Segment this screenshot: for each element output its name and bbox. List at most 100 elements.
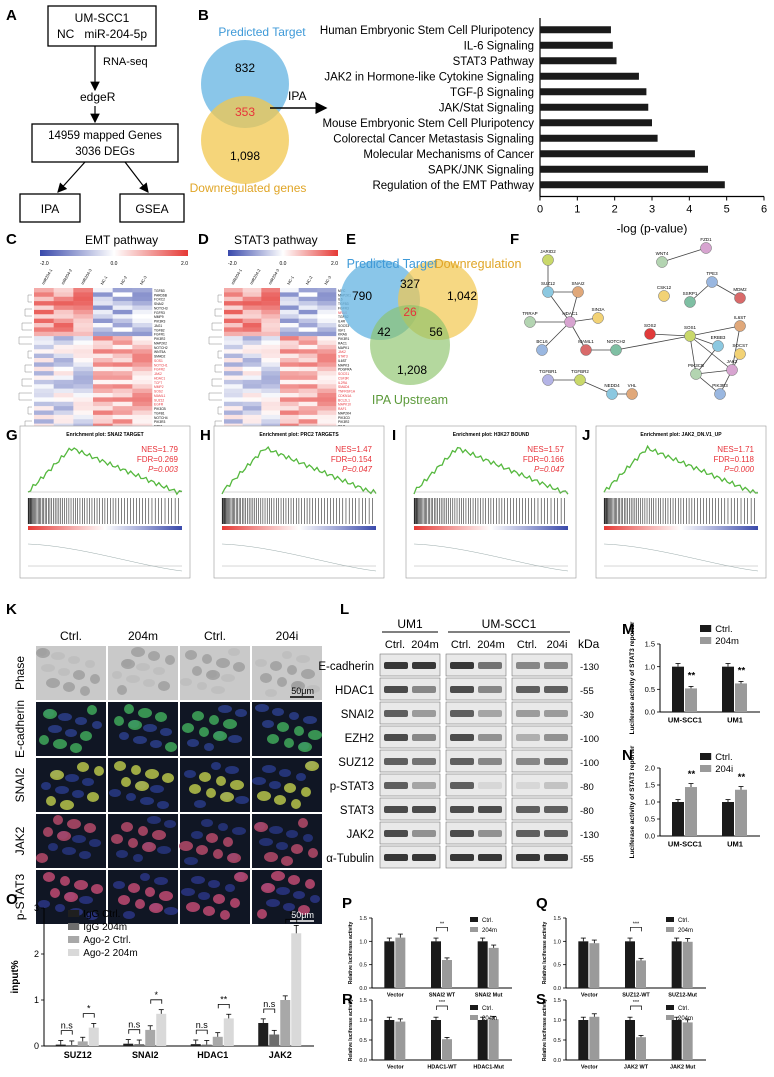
heatmap-cell [112, 393, 133, 398]
microscopy-cell [276, 842, 288, 850]
heatmap-cell [132, 323, 153, 328]
microscopy-cell [65, 774, 79, 782]
network-node [712, 340, 724, 352]
microscopy-cell [135, 899, 145, 909]
heatmap-cell [93, 371, 113, 376]
heatmap-cell [224, 327, 243, 333]
panel-label-s: S [536, 991, 546, 1008]
western-band [450, 662, 474, 669]
microscopy-cell [235, 709, 247, 717]
heatmap-cell [93, 410, 113, 416]
heatmap-cell [261, 344, 281, 350]
microscopy-cell [234, 872, 248, 882]
heatmap-cell [34, 336, 54, 341]
heatmap-cell [34, 327, 54, 333]
microscopy-cell [270, 661, 282, 671]
heatmap-cell [298, 401, 318, 407]
heatmap-cell [280, 331, 299, 337]
heatmap-c-title: EMT pathway [85, 233, 158, 247]
chart-y-tick-label: 0.5 [359, 1038, 367, 1044]
heatmap-d-scale-max: 2.0 [331, 261, 338, 267]
network-node [542, 286, 554, 298]
heatmap-cell [73, 375, 94, 381]
microscopy-cell [86, 912, 98, 920]
gsea-fdr: FDR=0.166 [523, 455, 565, 464]
heatmap-cell [112, 406, 133, 411]
microscopy-cell [164, 907, 178, 915]
heatmap-cell [132, 331, 153, 337]
heatmap-cell [34, 340, 54, 346]
heatmap-cell [261, 393, 281, 398]
microscopy-cell [209, 715, 219, 725]
ipa-label: IPA [41, 202, 59, 216]
network-edge [541, 321, 571, 351]
heatmap-cell [224, 336, 243, 341]
ipa-bar [540, 165, 708, 173]
heatmap-cell [132, 353, 153, 359]
heatmap-gene-label: SUZ12 [154, 398, 164, 402]
heatmap-cell [73, 340, 94, 346]
network-node [542, 254, 554, 266]
chart-legend-swatch [470, 1015, 478, 1020]
chart-significance: *** [633, 1000, 640, 1006]
heatmap-cell [34, 305, 54, 311]
heatmap-cell [242, 331, 262, 337]
panel-label-b: B [198, 7, 209, 24]
chart-y-tick-label: 2.0 [645, 764, 655, 773]
heatmap-cell [34, 288, 54, 293]
microscopy-cell [180, 678, 192, 686]
microscopy-cell [216, 658, 230, 668]
heatmap-cell [261, 314, 281, 319]
chart-bar [685, 688, 697, 712]
microscopy-cell [143, 679, 155, 687]
microscopy-cell [136, 663, 150, 671]
microscopy-cell [85, 660, 95, 668]
microscopy-cell [277, 722, 289, 732]
gsea-box [119, 193, 185, 223]
heatmap-cell [112, 327, 133, 333]
heatmap-gene-label: HDAC1 [154, 376, 165, 380]
microscopy-cell [298, 818, 308, 828]
rnaseq-label: RNA-seq [103, 56, 148, 68]
microscopy-cell [62, 847, 76, 855]
network-node [644, 328, 656, 340]
heatmap-cell [242, 384, 262, 389]
ipa-category-label: JAK2 in Hormone-like Cytokine Signaling [324, 71, 534, 83]
heatmap-cell [242, 419, 262, 424]
heatmap-cell [112, 388, 133, 394]
microscopy-cell [291, 681, 305, 691]
gsea-panels: G H I J Enrichment plot: SNAI2 TARGET NES… [6, 425, 767, 579]
chart-legend-label: 204m [678, 928, 693, 934]
heatmap-cell [93, 340, 113, 346]
western-band [450, 806, 474, 813]
microscopy-cell [64, 892, 78, 902]
microscopy-cell [111, 834, 123, 844]
heatmap-cell [317, 375, 337, 381]
chart-bar [258, 1023, 269, 1046]
microscopy-cell [306, 685, 320, 693]
microscopy-cell [255, 704, 269, 712]
heatmap-gene-label: PIK3R3 [154, 320, 166, 324]
heatmap-cell [317, 301, 337, 306]
western-membrane [511, 845, 573, 869]
heatmap-dendrogram-branch [21, 378, 32, 387]
chart-y-tick-label: 1.0 [553, 939, 561, 945]
heatmap-cell [280, 344, 299, 350]
chart-significance-bracket [285, 918, 298, 924]
network-node [684, 330, 696, 342]
western-membrane [445, 797, 507, 821]
microscopy-cell [252, 777, 266, 785]
heatmap-cell [317, 314, 337, 319]
heatmap-cell [53, 336, 74, 341]
network-node [606, 388, 618, 400]
chart-significance: n.s [128, 1020, 141, 1030]
heatmap-gene-label: NOTCH2 [154, 346, 168, 350]
network-node [734, 348, 746, 360]
heatmap-dendrogram-branch [217, 350, 222, 359]
chart-bar [280, 1000, 291, 1046]
western-membrane [445, 653, 507, 677]
heatmap-cell [224, 288, 243, 293]
chart-y-tick-label: 0.5 [553, 963, 561, 969]
heatmap-cell [298, 362, 318, 368]
microscopy-cell [228, 648, 240, 656]
